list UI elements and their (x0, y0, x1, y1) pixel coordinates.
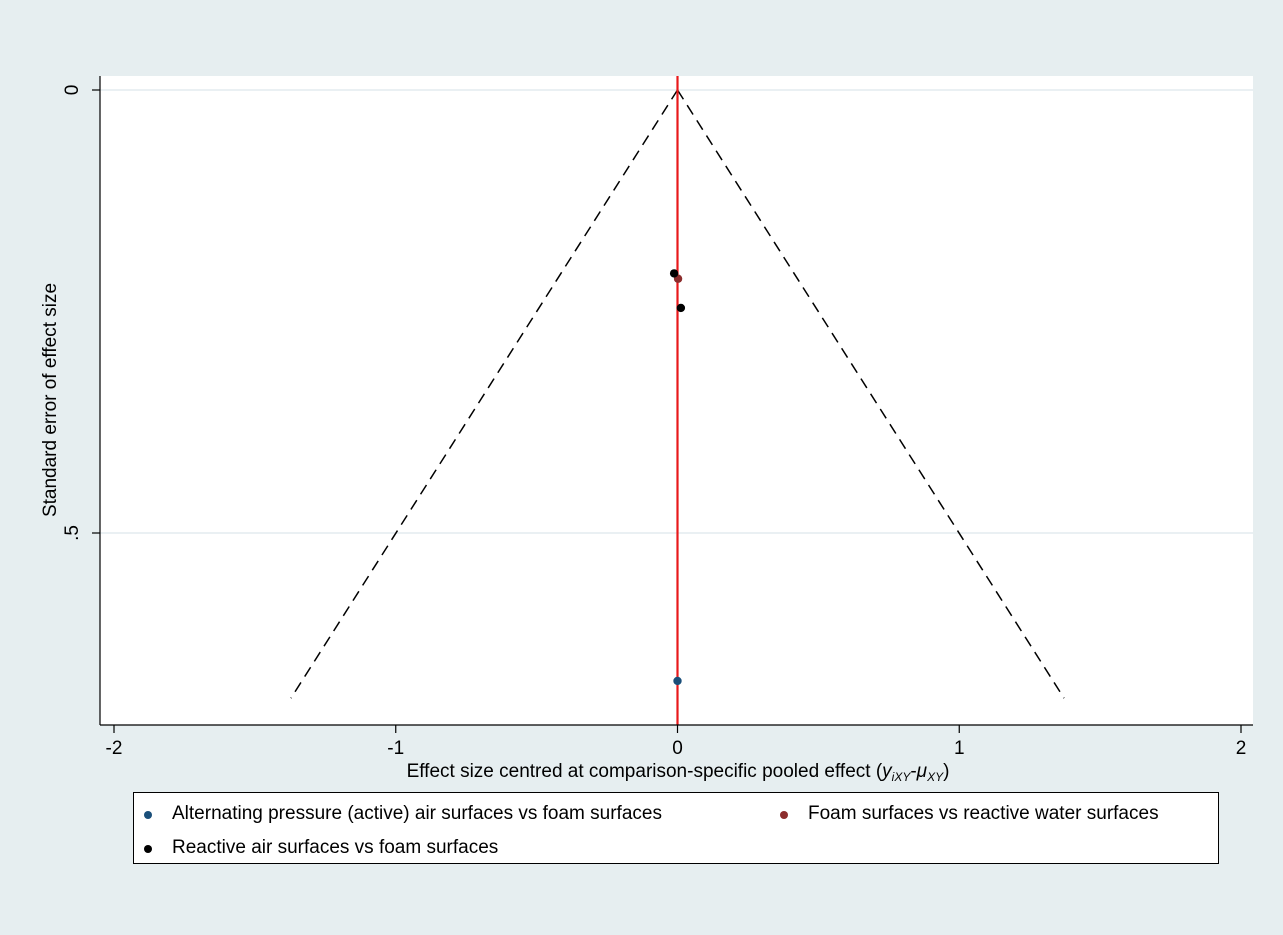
legend: Alternating pressure (active) air surfac… (133, 792, 1219, 864)
funnel-plot: -2 -1 0 1 2 0 .5 Effect size centred at compar… (40, 76, 1253, 784)
y-axis-label: Standard error of effect size (40, 283, 61, 517)
x-tick-label: -1 (387, 738, 404, 759)
funnel-right-line (676, 89, 1065, 699)
x-axis-label: Effect size centred at comparison-specif… (407, 761, 950, 784)
funnel-left-line (290, 89, 679, 699)
legend-label-2: Reactive air surfaces vs foam surfaces (172, 837, 499, 858)
y-tick-label: .5 (62, 525, 83, 541)
legend-label-1: Foam surfaces vs reactive water surfaces (808, 803, 1159, 824)
data-points (669, 269, 686, 686)
x-tick-label: 0 (672, 738, 683, 759)
legend-marker-1 (780, 811, 788, 819)
x-tick-label: 2 (1236, 738, 1247, 759)
data-point-series-0-0 (673, 676, 682, 686)
legend-label-0: Alternating pressure (active) air surfac… (172, 803, 662, 824)
legend-marker-0 (144, 811, 152, 819)
legend-marker-2 (144, 845, 152, 853)
data-point-series-2-0 (669, 269, 679, 278)
data-point-series-2-1 (676, 303, 686, 313)
x-tick-label: 1 (954, 738, 965, 759)
x-tick-label: -2 (106, 738, 123, 759)
funnel-lines (290, 89, 1065, 699)
y-tick-label: 0 (62, 85, 83, 96)
axes: -2 -1 0 1 2 0 .5 (62, 76, 1253, 759)
